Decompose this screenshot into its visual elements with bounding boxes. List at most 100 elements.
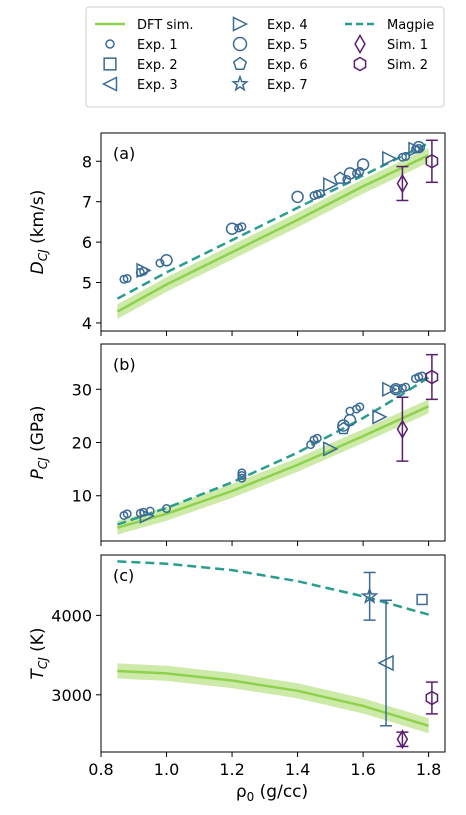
legend-label: Exp. 7 (267, 78, 308, 93)
dft-line (116, 154, 430, 313)
legend-marker (103, 57, 117, 71)
legend-label: Exp. 4 (267, 18, 308, 33)
x-tick-label: 1.0 (154, 760, 179, 779)
exp5-point (343, 413, 357, 427)
x-tick-label: 1.6 (350, 760, 375, 779)
y-tick-label: 30 (72, 380, 92, 399)
exp1-point (401, 382, 411, 392)
exp4-point (136, 262, 152, 279)
x-axis: 0.8 1.0 1.2 1.4 1.6 1.8 (88, 760, 441, 779)
legend-marker (101, 76, 118, 92)
x-tick-label: 0.8 (88, 760, 113, 779)
legend-item: DFT sim. (95, 18, 194, 33)
magpie-line (117, 560, 429, 616)
panel-c: 3000 4000 (c) TCJ (K) (28, 554, 446, 757)
legend-marker (232, 36, 248, 52)
panel-frame (100, 132, 446, 332)
legend-label: Exp. 1 (137, 38, 178, 53)
exp4-point (382, 150, 398, 167)
exp1-point (312, 433, 322, 443)
dft-uncertainty-band (117, 148, 429, 319)
exp4-point (408, 141, 424, 157)
legend-item: Magpie (345, 18, 434, 33)
legend-item: Exp. 1 (105, 38, 178, 53)
panel-frame (100, 554, 446, 753)
legend-item: Sim. 2 (353, 56, 428, 73)
legend-label: DFT sim. (137, 18, 194, 33)
y-axis-label: DCJ (km/s) (28, 190, 50, 275)
legend-label: Exp. 6 (267, 58, 308, 73)
legend-marker (232, 16, 249, 32)
x-axis-label: ρ0 (g/cc) (236, 782, 308, 804)
legend: DFT sim. Exp. 1 Exp. 2 Exp. 3 Exp. 4 Exp. 5 Ex… (85, 6, 445, 108)
legend-marker (354, 33, 366, 55)
sim2-point (425, 153, 439, 169)
panel-label: (a) (113, 144, 135, 163)
exp4-point (382, 381, 398, 398)
exp1-point (401, 151, 411, 161)
legend-label: Exp. 2 (137, 58, 178, 73)
plot-area (117, 353, 439, 535)
legend-marker (232, 56, 248, 71)
plot-area (116, 139, 439, 319)
legend-item: Sim. 1 (354, 33, 428, 55)
legend-label: Magpie (387, 18, 434, 33)
y-tick-label: 20 (72, 434, 92, 453)
exp6-point (336, 421, 350, 435)
exp1-point (237, 468, 247, 478)
sim1-point (396, 173, 409, 194)
panel-b: 10 20 30 (b) PCJ (GPa) (28, 343, 446, 546)
legend-item: Exp. 2 (103, 57, 178, 73)
y-tick-label: 4 (82, 314, 92, 333)
exp5-point (389, 383, 403, 396)
exp1-point (355, 166, 365, 176)
legend-marker (105, 39, 115, 49)
legend-marker (353, 56, 367, 72)
plot-area (117, 560, 439, 750)
sim1-point (396, 419, 409, 440)
y-axis-label: TCJ (K) (28, 627, 50, 679)
exp1-point (391, 384, 401, 394)
exp1-point (122, 273, 132, 283)
exp1-point (162, 504, 172, 514)
magpie-line (117, 376, 430, 526)
exp4-point (139, 508, 156, 524)
exp1-point (155, 258, 165, 268)
legend-label: Sim. 1 (387, 38, 428, 53)
dft-line (117, 405, 430, 529)
legend-item: Exp. 7 (231, 74, 308, 93)
y-tick-label: 3000 (51, 686, 92, 705)
sim1-point (396, 729, 409, 750)
legend-item: Exp. 3 (101, 76, 178, 93)
legend-item: Exp. 4 (232, 16, 308, 33)
sim2-point (425, 690, 439, 706)
exp2-point (416, 593, 428, 606)
y-tick-label: 5 (82, 274, 92, 293)
exp4-point (323, 176, 339, 193)
panel-label: (c) (113, 566, 134, 585)
exp1-point (237, 473, 247, 483)
exp3-point (377, 654, 394, 672)
y-tick-label: 6 (82, 233, 92, 252)
exp5-point (160, 254, 173, 267)
magpie-line (116, 141, 430, 300)
exp5-point (356, 158, 370, 171)
legend-item: Exp. 6 (232, 56, 308, 73)
legend-frame (85, 6, 445, 108)
sim2-point (425, 369, 439, 385)
exp4-point (323, 441, 339, 457)
exp5-point (225, 222, 239, 236)
x-tick-label: 1.2 (219, 760, 244, 779)
y-tick-label: 10 (72, 487, 92, 506)
x-tick-label: 1.8 (416, 760, 441, 779)
y-tick-label: 8 (82, 152, 92, 171)
dft-uncertainty-band (117, 399, 429, 535)
exp1-point (237, 222, 247, 232)
exp1-point (122, 509, 132, 519)
exp1-point (355, 402, 365, 412)
exp5-point (291, 190, 304, 204)
legend-label: Sim. 2 (387, 58, 428, 73)
panel-a: 4 5 6 7 8 (a) DCJ (km/s) (28, 132, 446, 336)
exp5-point (343, 167, 357, 180)
y-tick-label: 7 (82, 193, 92, 212)
